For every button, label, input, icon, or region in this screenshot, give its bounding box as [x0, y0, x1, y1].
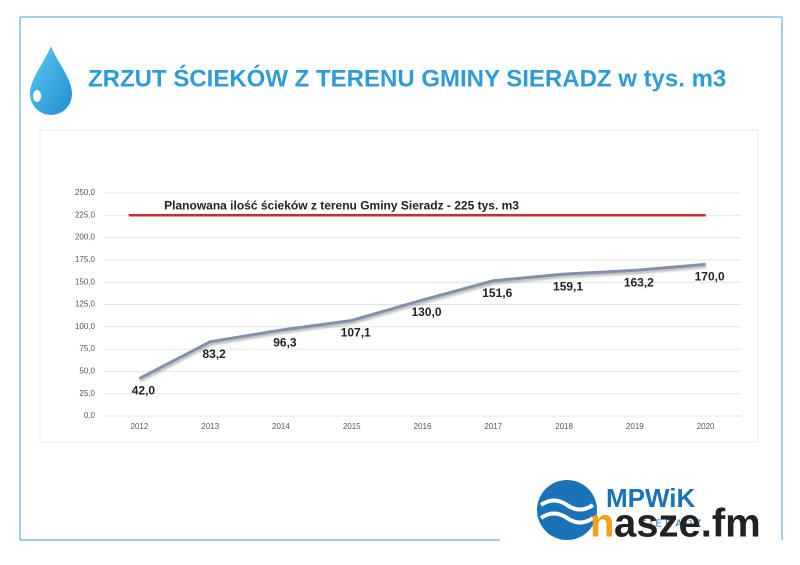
drop-icon-shine: [33, 90, 41, 102]
value-label: 163,2: [624, 276, 654, 290]
logo-wave: [539, 498, 595, 512]
y-tick-label: 75,0: [79, 344, 95, 353]
x-tick-label: 2018: [555, 422, 573, 431]
value-label: 170,0: [695, 270, 725, 284]
x-tick-label: 2013: [201, 422, 219, 431]
logo-circle: [537, 480, 597, 540]
data-line: [138, 262, 706, 380]
y-tick-label: 150,0: [75, 277, 96, 286]
y-tick-label: 0,0: [84, 411, 96, 420]
y-tick-label: 225,0: [75, 210, 96, 219]
x-tick-label: 2016: [414, 422, 432, 431]
y-tick-label: 200,0: [75, 233, 96, 242]
value-label: 83,2: [202, 347, 226, 361]
logo-subtext: SIERADZ: [640, 519, 704, 530]
value-label: 42,0: [132, 384, 156, 398]
y-tick-label: 25,0: [79, 389, 95, 398]
x-tick-label: 2014: [272, 422, 290, 431]
reference-label: Planowana ilość ścieków z terenu Gminy S…: [164, 198, 519, 212]
x-tick-label: 2019: [626, 422, 644, 431]
value-label: 107,1: [341, 326, 371, 340]
logo: MPWiK SIERADZ n asze.fm: [537, 480, 761, 546]
x-tick-label: 2015: [343, 422, 361, 431]
y-tick-label: 175,0: [75, 255, 96, 264]
logo-wave: [539, 511, 595, 525]
watermark: asze.fm: [614, 502, 761, 546]
x-tick-label: 2012: [130, 422, 148, 431]
value-label: 96,3: [273, 335, 297, 349]
chart-area: [39, 129, 759, 443]
value-label: 130,0: [411, 305, 441, 319]
y-tick-label: 50,0: [79, 367, 95, 376]
x-tick-label: 2020: [697, 422, 715, 431]
value-label: 151,6: [482, 286, 512, 300]
y-tick-label: 250,0: [75, 188, 96, 197]
y-tick-label: 125,0: [75, 300, 96, 309]
chart-title: ZRZUT ŚCIEKÓW Z TERENU GMINY SIERADZ w t…: [88, 64, 726, 92]
drop-icon: [30, 46, 72, 115]
value-label: 159,1: [553, 279, 583, 293]
y-tick-label: 100,0: [75, 322, 96, 331]
x-tick-label: 2017: [484, 422, 502, 431]
watermark-n: n: [590, 502, 614, 546]
logo-text: MPWiK: [606, 483, 696, 513]
plot: 0,0 25,0 50,0 75,0 100,0 125,0 150,0 175,0 200,0…: [75, 188, 741, 431]
